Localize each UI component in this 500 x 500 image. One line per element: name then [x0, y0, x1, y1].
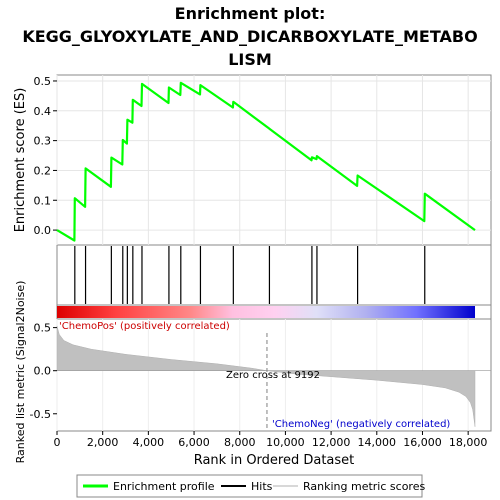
x-tick-label: 14,000: [358, 436, 397, 449]
x-tick-label: 8,000: [224, 436, 256, 449]
hits-panel: [56, 244, 492, 306]
legend-box: [76, 474, 423, 498]
x-tick-label: 0: [54, 436, 61, 449]
x-tick-label: 2,000: [87, 436, 119, 449]
chemopos-label: 'ChemoPos' (positively correlated): [59, 321, 230, 332]
x-tick-label: 18,000: [449, 436, 488, 449]
x-tick-label: 4,000: [133, 436, 165, 449]
chemoneg-label: 'ChemoNeg' (negatively correlated): [272, 419, 450, 430]
legend-label-metric: Ranking metric scores: [303, 480, 425, 493]
rank-gradient-fill: [57, 306, 476, 318]
es-tick-label: 0.3: [34, 135, 52, 148]
es-tick-label: 0.5: [34, 75, 52, 88]
legend-label-enrichment: Enrichment profile: [113, 480, 215, 493]
enrichment-profile-line: [56, 81, 476, 242]
es-axis-title: Enrichment score (ES): [13, 88, 28, 233]
metric-axis-title: Ranked list metric (Signal2Noise): [14, 281, 27, 464]
chart-title-line-2: KEGG_GLYOXYLATE_AND_DICARBOXYLATE_METABO: [22, 27, 477, 46]
metric-tick-label: 0.0: [34, 365, 52, 378]
es-tick-label: 0.4: [34, 105, 52, 118]
x-tick-label: 16,000: [403, 436, 442, 449]
ranking-metric-area: [56, 325, 476, 427]
metric-tick-label: 0.5: [34, 322, 52, 335]
x-tick-label: 6,000: [178, 436, 210, 449]
es-tick-label: 0.2: [34, 164, 52, 177]
zero-cross-label: Zero cross at 9192: [226, 370, 320, 381]
es-tick-label: 0.0: [34, 224, 52, 237]
legend-label-hits: Hits: [251, 480, 273, 493]
x-tick-label: 12,000: [312, 436, 351, 449]
x-axis-title: Rank in Ordered Dataset: [194, 453, 355, 468]
es-tick-label: 0.1: [34, 194, 52, 207]
chart-title-line-1: Enrichment plot:: [175, 4, 326, 23]
metric-tick-label: -0.5: [30, 408, 51, 421]
x-tick-label: 10,000: [266, 436, 305, 449]
chart-title-line-3: LISM: [228, 50, 272, 69]
